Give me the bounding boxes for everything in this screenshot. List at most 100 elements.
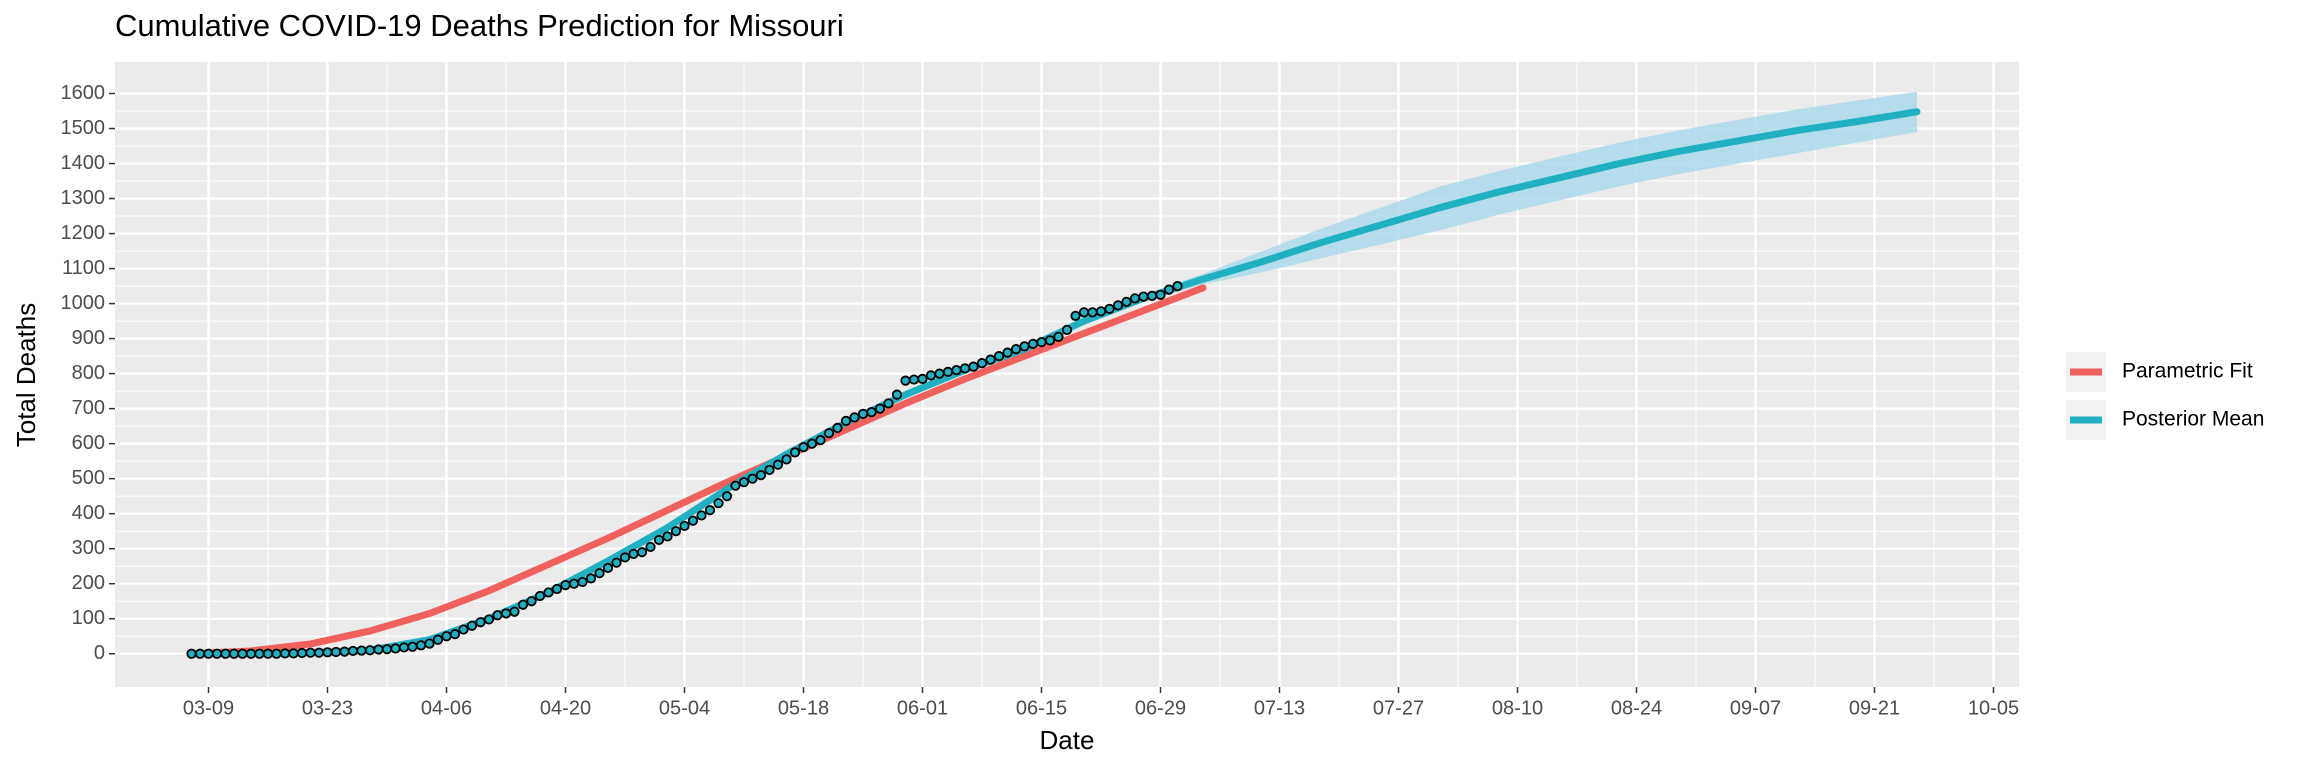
x-tick-label: 09-21: [1849, 697, 1900, 719]
observed-point: [517, 599, 529, 610]
x-tick-label: 07-27: [1373, 697, 1424, 719]
observed-point: [1010, 344, 1022, 355]
observed-point: [330, 646, 342, 658]
observed-point: [993, 351, 1005, 362]
observed-point: [194, 648, 206, 659]
observed-point: [908, 374, 920, 385]
observed-point: [636, 547, 648, 558]
observed-point: [917, 373, 928, 384]
observed-point: [687, 515, 699, 526]
observed-point: [347, 645, 359, 657]
observed-point: [772, 459, 784, 470]
observed-point: [288, 648, 299, 659]
observed-point: [815, 435, 826, 446]
observed-point: [492, 610, 503, 621]
observed-point: [976, 358, 988, 369]
observed-point: [560, 580, 571, 591]
observed-point: [449, 629, 461, 640]
x-tick-label: 05-18: [778, 697, 829, 719]
legend-label: Parametric Fit: [2122, 360, 2253, 383]
observed-point: [891, 389, 903, 400]
x-tick-label: 04-06: [421, 697, 472, 719]
observed-point: [832, 422, 843, 433]
observed-point: [662, 531, 673, 542]
x-axis-title: Date: [1040, 725, 1095, 755]
observed-point: [696, 510, 707, 521]
observed-point: [254, 648, 265, 659]
observed-point: [730, 480, 741, 491]
observed-point: [653, 534, 665, 546]
observed-point: [1095, 306, 1107, 317]
observed-point: [840, 415, 852, 426]
observed-point: [1087, 307, 1098, 318]
observed-point: [237, 648, 248, 659]
observed-point: [713, 498, 724, 509]
observed-point: [857, 408, 869, 419]
legend-label: Posterior Mean: [2122, 408, 2264, 431]
grid: [115, 62, 2019, 687]
x-tick-label: 07-13: [1254, 697, 1305, 719]
observed-point: [968, 361, 979, 372]
observed-point: [466, 620, 478, 631]
observed-point: [738, 477, 750, 488]
observed-point: [925, 370, 937, 381]
x-tick-label: 06-15: [1016, 697, 1067, 719]
observed-point: [398, 642, 410, 653]
observed-point: [721, 491, 733, 502]
observed-point: [645, 541, 656, 553]
observed-point: [1121, 296, 1132, 307]
observed-point: [407, 641, 418, 652]
observed-point: [1036, 337, 1047, 348]
y-tick-label: 500: [72, 467, 105, 489]
observed-point: [339, 646, 350, 657]
y-tick-label: 1300: [61, 187, 106, 209]
y-tick-label: 100: [72, 607, 105, 629]
observed-point: [483, 614, 495, 625]
observed-point: [262, 648, 274, 659]
observed-point: [373, 644, 384, 655]
observed-point: [568, 578, 580, 589]
observed-point: [1129, 293, 1141, 304]
observed-point: [611, 557, 622, 568]
observed-point: [985, 354, 996, 365]
observed-point: [228, 648, 240, 659]
observed-point: [883, 398, 894, 409]
observed-point: [577, 576, 588, 588]
y-tick-label: 600: [72, 432, 105, 454]
observed-point: [1044, 335, 1056, 346]
x-tick-label: 06-29: [1135, 697, 1186, 719]
observed-point: [764, 464, 775, 476]
observed-point: [364, 645, 376, 656]
observed-point: [1172, 280, 1183, 292]
observed-point: [500, 608, 512, 619]
observed-point: [1155, 289, 1166, 300]
y-tick-label: 900: [72, 327, 105, 349]
observed-point: [1053, 331, 1064, 342]
observed-point: [798, 442, 809, 453]
observed-point: [1112, 300, 1124, 311]
observed-point: [1070, 310, 1081, 321]
y-tick-label: 1400: [61, 152, 106, 174]
legend: Parametric Fit Posterior Mean: [2066, 352, 2264, 440]
observed-point: [186, 648, 197, 659]
observed-point: [755, 470, 767, 481]
observed-point: [279, 648, 291, 659]
observed-point: [1061, 324, 1073, 335]
y-tick-label: 700: [72, 397, 105, 419]
chart-title: Cumulative COVID-19 Deaths Prediction fo…: [115, 8, 844, 43]
observed-point: [679, 520, 690, 532]
observed-point: [526, 596, 537, 607]
observed-point: [900, 375, 911, 386]
observed-point: [551, 583, 563, 595]
observed-point: [789, 447, 801, 458]
confidence-band: [191, 91, 1917, 654]
observed-point: [475, 617, 486, 628]
observed-point: [602, 562, 614, 574]
observed-point: [619, 552, 631, 563]
observed-point: [220, 648, 231, 659]
observed-point: [1163, 284, 1175, 295]
observed-point: [951, 365, 962, 376]
y-tick-label: 300: [72, 537, 105, 559]
observed-point: [806, 438, 818, 449]
